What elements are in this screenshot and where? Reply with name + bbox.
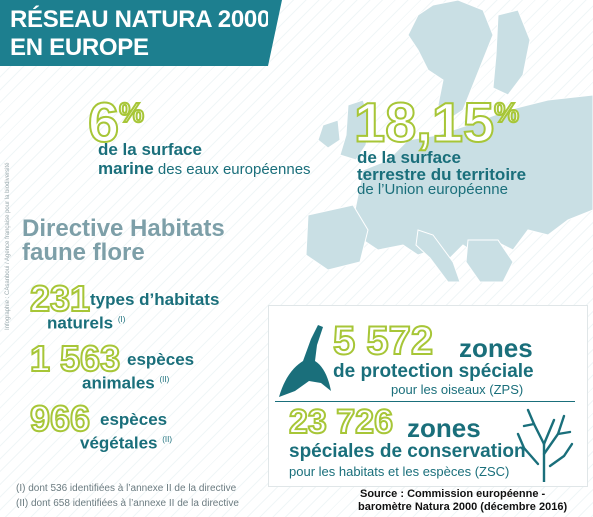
habitats-heading-1: Directive Habitats (22, 215, 225, 242)
zsc-word: zones (407, 413, 481, 443)
title-line-1: RÉSEAU NATURA 2000 (10, 6, 270, 33)
plant-line-2-text: végétales (80, 433, 158, 453)
marine-line-2: marine des eaux européennes (98, 159, 311, 179)
plant-number: 966 (29, 398, 91, 439)
zsc-line-3: pour les habitats et les espèces (ZSC) (289, 464, 510, 479)
bird-icon (279, 325, 331, 397)
habitats-ref: (I) (117, 315, 126, 324)
coral-icon (516, 408, 574, 482)
zps-number: 5 572 (332, 319, 434, 363)
habitats-line-1: types d’habitats (90, 290, 220, 309)
balkans-shape (465, 239, 514, 283)
title-band: RÉSEAU NATURA 2000 EN EUROPE (0, 0, 282, 66)
mainland-europe-shape (352, 94, 593, 261)
plant-line-2: végétales (II) (80, 430, 172, 453)
british-isles-shape (339, 99, 371, 161)
marine-rest: des eaux européennes (153, 161, 311, 178)
marine-bold: marine (98, 159, 154, 178)
zones-divider (275, 401, 575, 402)
terrestre-line-3: de l’Union européenne (357, 181, 508, 198)
title-line-2: EN EUROPE (10, 34, 149, 61)
animal-line-2: animales (II) (82, 370, 169, 393)
habitats-heading-2: faune flore (22, 239, 145, 266)
note-2: (II) dont 658 identifiées à l’annexe II … (16, 498, 239, 509)
habitats-line-2: naturels (I) (47, 310, 125, 333)
ireland-shape (317, 119, 341, 149)
marine-percentage: 6% (87, 84, 145, 154)
habitats-line-2-text: naturels (47, 313, 114, 333)
animal-number: 1 563 (29, 338, 121, 379)
zones-panel: 5 572 zones de protection spéciale pour … (268, 305, 588, 487)
europe-map (305, 0, 593, 283)
iberia-shape (305, 204, 369, 271)
terrestre-line-1: de la surface (357, 148, 461, 167)
terrestre-percentage: 18,15% (353, 84, 520, 154)
animal-line-1: espèces (127, 350, 195, 369)
terrestre-value: 18,15 (353, 90, 495, 154)
habitats-number: 231 (29, 278, 91, 319)
zps-word: zones (459, 333, 533, 363)
credit-text: Infographie : CAsanboui / Agence françai… (5, 162, 11, 330)
marine-value: 6 (87, 90, 120, 154)
finland-shape (492, 9, 531, 96)
source-line-2: baromètre Natura 2000 (décembre 2016) (358, 501, 568, 513)
plant-line-1: espèces (100, 410, 168, 429)
terrestre-unit: % (493, 96, 520, 129)
animal-ref: (II) (159, 375, 170, 384)
marine-line-1: de la surface (98, 140, 202, 159)
zsc-line-2: spéciales de conservation (289, 441, 526, 462)
zps-line-3: pour les oiseaux (ZPS) (391, 382, 524, 397)
italy-shape (415, 229, 461, 283)
source-line-1: Source : Commission européenne - (360, 488, 546, 500)
plant-ref: (II) (162, 435, 173, 444)
terrestre-line-2: terrestre du territoire (357, 165, 527, 184)
zps-line-2: de protection spéciale (333, 361, 534, 382)
note-1: (I) dont 536 identifiées à l’annexe II d… (16, 483, 237, 494)
animal-line-2-text: animales (82, 373, 155, 393)
zsc-number: 23 726 (288, 403, 394, 441)
marine-unit: % (118, 96, 145, 129)
scandinavia-shape (407, 0, 494, 121)
